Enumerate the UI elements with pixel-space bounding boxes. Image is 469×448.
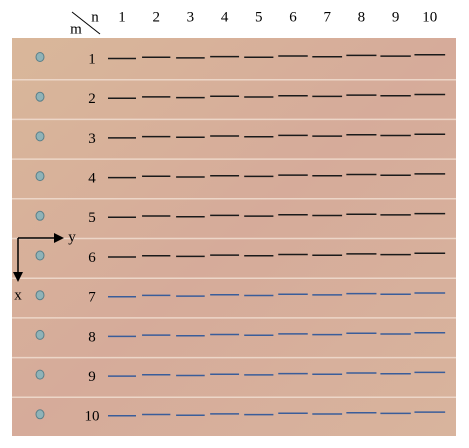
- x-arrow-head: [13, 272, 23, 282]
- sample-dot: [35, 329, 45, 340]
- row-label: 7: [88, 290, 96, 306]
- sample-dot: [35, 409, 45, 420]
- sample-dot: [35, 369, 45, 380]
- column-label: 7: [323, 9, 331, 25]
- sample-dot: [35, 91, 45, 102]
- row-label: 9: [88, 369, 96, 385]
- sample-dot: [35, 131, 45, 142]
- sample-grid: 1 2 3 4 5 6 7 8 9 10: [12, 51, 456, 425]
- row-label: 8: [88, 329, 96, 345]
- row-label: 2: [88, 91, 96, 107]
- column-label: 6: [289, 9, 297, 25]
- row-label: 3: [88, 131, 96, 147]
- column-label: 1: [118, 9, 126, 25]
- column-label: 2: [152, 9, 160, 25]
- photo-background: [12, 38, 456, 436]
- column-label: 3: [187, 9, 195, 25]
- sample-dot: [35, 171, 45, 182]
- row-label: 1: [88, 51, 96, 67]
- x-label: x: [14, 287, 22, 303]
- axis-indicator: y x: [13, 229, 76, 303]
- sample-dot: [35, 52, 45, 62]
- y-label: y: [68, 229, 76, 245]
- column-label: 5: [255, 9, 263, 25]
- row-label: 4: [88, 171, 96, 187]
- sample-dot: [35, 210, 45, 221]
- column-label: 9: [392, 9, 400, 25]
- y-arrow-head: [54, 233, 64, 243]
- row-label: 5: [88, 210, 96, 226]
- column-label: 10: [422, 9, 437, 25]
- header-m: m: [70, 21, 82, 37]
- header-n: n: [91, 9, 99, 25]
- sample-dot: [35, 250, 45, 261]
- row-label: 10: [85, 409, 100, 425]
- row-label: 6: [88, 250, 96, 266]
- column-label: 8: [358, 9, 366, 25]
- header-diagonal: [71, 11, 101, 35]
- sample-dot: [35, 290, 45, 301]
- column-label: 4: [221, 9, 229, 25]
